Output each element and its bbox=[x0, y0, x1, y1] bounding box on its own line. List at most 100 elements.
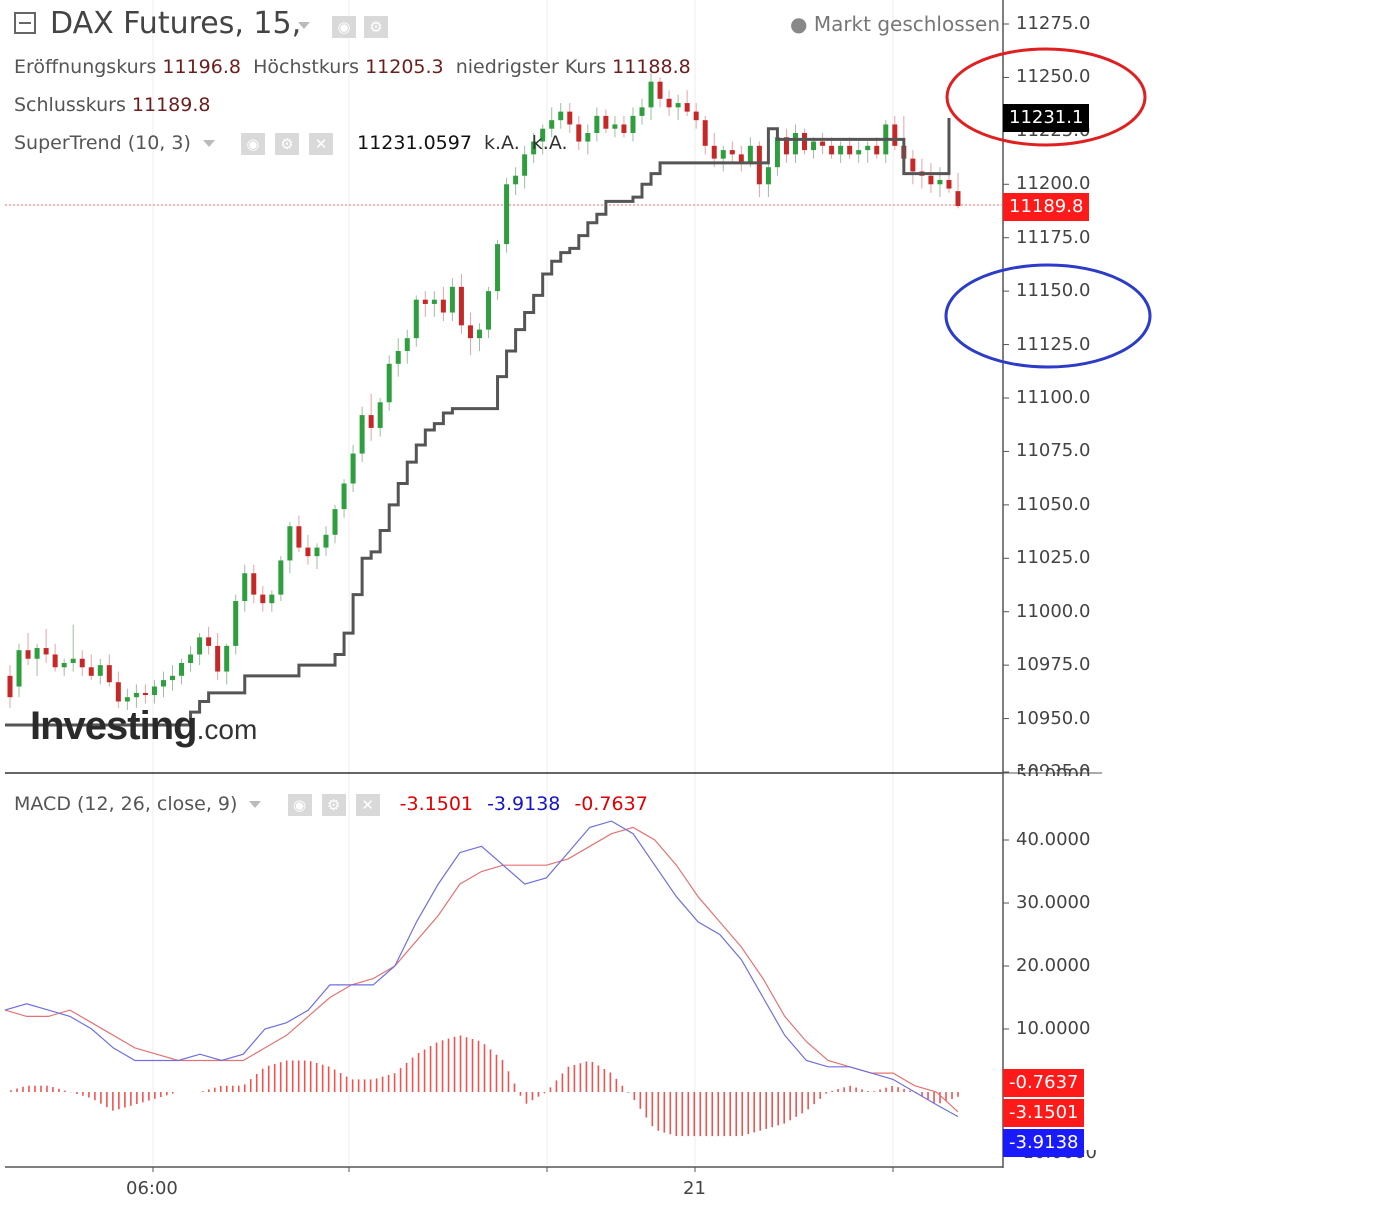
macd-signal-tag: -3.9138 bbox=[1003, 1129, 1085, 1157]
macd-eye-icon[interactable]: ◉ bbox=[287, 793, 312, 816]
candle-body bbox=[404, 338, 410, 351]
candle-body bbox=[440, 299, 446, 313]
candle-body bbox=[151, 686, 157, 696]
supertrend-gear-icon[interactable]: ⚙ bbox=[275, 132, 300, 155]
candle-body bbox=[865, 145, 871, 151]
candle-body bbox=[377, 402, 383, 428]
candle-body bbox=[359, 415, 365, 454]
candle-body bbox=[323, 534, 329, 548]
macd-gear-icon[interactable]: ⚙ bbox=[321, 793, 346, 816]
candle-body bbox=[675, 103, 681, 108]
gear-icon[interactable]: ⚙ bbox=[364, 16, 388, 38]
candle-body bbox=[684, 103, 690, 112]
candle-body bbox=[115, 682, 121, 702]
market-status: ● Markt geschlossen bbox=[790, 12, 1000, 36]
candle-body bbox=[476, 329, 482, 339]
eye-icon[interactable]: ◉ bbox=[332, 16, 356, 38]
candle-body bbox=[486, 291, 492, 330]
macd-main-tag: -3.1501 bbox=[1003, 1099, 1085, 1127]
supertrend-value: 11231.0597 bbox=[357, 132, 472, 154]
candle-body bbox=[133, 692, 139, 698]
candlesticks bbox=[7, 73, 961, 711]
supertrend-dropdown-icon[interactable] bbox=[202, 140, 215, 147]
candle-body bbox=[124, 697, 130, 702]
macd-dropdown-icon[interactable] bbox=[249, 801, 262, 808]
close-label: Schlusskurs bbox=[14, 94, 126, 116]
status-dot-icon: ● bbox=[790, 12, 808, 36]
candle-body bbox=[251, 573, 257, 595]
logo-suffix: .com bbox=[196, 714, 258, 745]
title-dropdown-icon[interactable] bbox=[298, 22, 310, 29]
candle-body bbox=[576, 124, 582, 142]
candle-body bbox=[720, 150, 726, 159]
candle-body bbox=[449, 286, 455, 313]
macd-value-3: -0.7637 bbox=[574, 793, 648, 815]
candle-body bbox=[558, 111, 564, 121]
candle-body bbox=[594, 115, 600, 133]
candle-body bbox=[233, 601, 239, 646]
candle-body bbox=[242, 573, 248, 602]
candle-body bbox=[738, 154, 744, 163]
supertrend-na-1: k.A. bbox=[484, 132, 520, 154]
price-tick-label: 10975.0 bbox=[1016, 654, 1091, 676]
candle-body bbox=[765, 167, 771, 185]
grid-lines bbox=[152, 0, 894, 1165]
candle-body bbox=[458, 286, 464, 326]
candle-body bbox=[621, 124, 627, 133]
candle-body bbox=[892, 124, 898, 146]
candle-body bbox=[666, 98, 672, 108]
macd-value-2: -3.9138 bbox=[487, 793, 561, 815]
price-tick-label: 11125.0 bbox=[1016, 333, 1091, 355]
supertrend-close-icon[interactable]: ✕ bbox=[309, 132, 334, 155]
low-value: 11188.8 bbox=[612, 56, 691, 78]
candle-body bbox=[747, 145, 753, 163]
supertrend-price-tag: 11231.1 bbox=[1003, 104, 1090, 132]
candle-body bbox=[269, 594, 275, 604]
macd-tick-label: 40.0000 bbox=[1016, 829, 1091, 850]
candle-body bbox=[43, 648, 49, 655]
candle-body bbox=[422, 299, 428, 304]
candle-body bbox=[314, 547, 320, 557]
price-tick-label: 11000.0 bbox=[1016, 600, 1091, 622]
price-tick-label: 10950.0 bbox=[1016, 707, 1091, 729]
low-label: niedrigster Kurs bbox=[455, 56, 607, 78]
macd-histogram bbox=[10, 1035, 959, 1137]
candle-body bbox=[630, 115, 636, 133]
close-value: 11189.8 bbox=[131, 94, 211, 116]
chart-title: DAX Futures, 15, bbox=[50, 6, 302, 41]
price-tick-label: 11150.0 bbox=[1016, 280, 1091, 302]
candle-body bbox=[639, 107, 645, 116]
candle-body bbox=[946, 180, 952, 189]
candle-body bbox=[774, 137, 780, 168]
macd-main-line bbox=[4, 820, 959, 1118]
candle-body bbox=[386, 363, 392, 403]
candle-body bbox=[215, 645, 221, 672]
price-tick-label: 11100.0 bbox=[1016, 387, 1091, 408]
candle-body bbox=[305, 547, 311, 557]
candle-body bbox=[531, 141, 537, 155]
close-price-tag: 11189.8 bbox=[1003, 193, 1090, 221]
candle-body bbox=[197, 637, 203, 655]
candle-body bbox=[783, 137, 789, 155]
candle-body bbox=[97, 665, 103, 676]
supertrend-eye-icon[interactable]: ◉ bbox=[240, 132, 265, 155]
candle-body bbox=[829, 145, 835, 155]
collapse-icon[interactable] bbox=[14, 12, 36, 34]
macd-tick-label: 30.0000 bbox=[1016, 892, 1091, 913]
candle-body bbox=[567, 111, 573, 125]
candle-body bbox=[34, 648, 40, 659]
candle-body bbox=[179, 663, 185, 676]
candle-body bbox=[847, 145, 853, 155]
time-label-21: 21 bbox=[683, 1178, 706, 1199]
candle-body bbox=[61, 663, 67, 668]
high-label: Höchstkurs bbox=[253, 56, 360, 78]
candle-body bbox=[549, 120, 555, 129]
candle-body bbox=[160, 680, 166, 687]
macd-legend: MACD (12, 26, close, 9) ◉ ⚙ ✕ -3.1501 -3… bbox=[14, 793, 648, 816]
candle-body bbox=[756, 145, 762, 185]
macd-close-icon[interactable]: ✕ bbox=[355, 793, 380, 816]
high-value: 11205.3 bbox=[365, 56, 444, 78]
candle-body bbox=[657, 81, 663, 99]
candle-body bbox=[188, 654, 194, 664]
macd-tick-label: 10.0000 bbox=[1016, 1018, 1091, 1039]
